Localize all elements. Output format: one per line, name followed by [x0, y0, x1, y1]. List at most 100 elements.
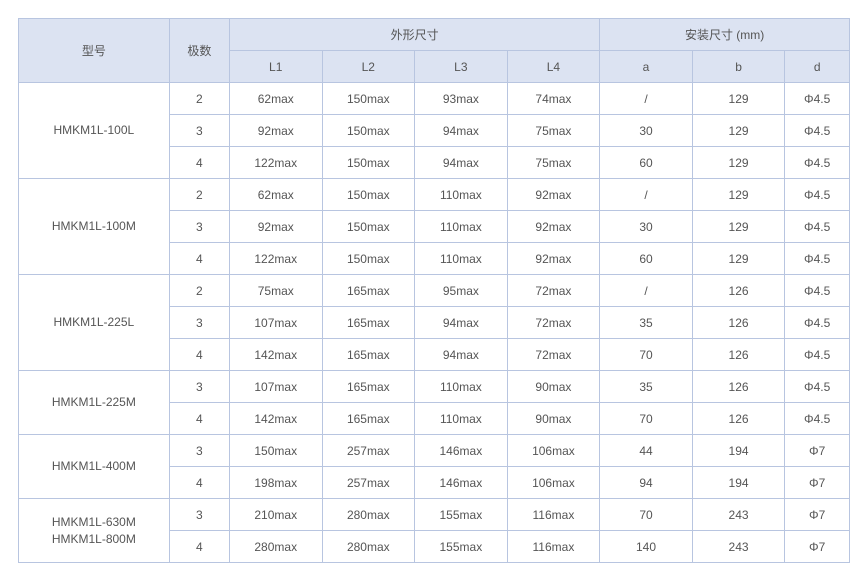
cell-L3: 93max	[415, 83, 508, 115]
cell-b: 126	[692, 403, 785, 435]
cell-L1: 122max	[229, 147, 322, 179]
cell-b: 129	[692, 211, 785, 243]
cell-L2: 150max	[322, 147, 415, 179]
cell-L3: 110max	[415, 211, 508, 243]
cell-L1: 92max	[229, 115, 322, 147]
model-cell: HMKM1L-225M	[19, 371, 170, 435]
cell-L1: 62max	[229, 179, 322, 211]
cell-L1: 107max	[229, 307, 322, 339]
cell-poles: 3	[169, 211, 229, 243]
col-L3: L3	[415, 51, 508, 83]
table-row: HMKM1L-630MHMKM1L-800M3210max280max155ma…	[19, 499, 850, 531]
spec-table: 型号 极数 外形尺寸 安装尺寸 (mm) L1 L2 L3 L4 a b d H…	[18, 18, 850, 563]
cell-L2: 280max	[322, 499, 415, 531]
cell-L1: 142max	[229, 339, 322, 371]
cell-L3: 94max	[415, 115, 508, 147]
col-model: 型号	[19, 19, 170, 83]
model-cell: HMKM1L-100L	[19, 83, 170, 179]
cell-a: 70	[600, 339, 693, 371]
model-cell: HMKM1L-630MHMKM1L-800M	[19, 499, 170, 563]
cell-L1: 122max	[229, 243, 322, 275]
cell-L4: 106max	[507, 435, 600, 467]
cell-L4: 74max	[507, 83, 600, 115]
cell-d: Φ4.5	[785, 243, 850, 275]
cell-L3: 110max	[415, 403, 508, 435]
cell-d: Φ7	[785, 467, 850, 499]
cell-L1: 75max	[229, 275, 322, 307]
cell-a: /	[600, 179, 693, 211]
cell-b: 129	[692, 147, 785, 179]
cell-L2: 280max	[322, 531, 415, 563]
cell-a: 60	[600, 147, 693, 179]
cell-d: Φ4.5	[785, 275, 850, 307]
cell-L3: 110max	[415, 179, 508, 211]
cell-b: 126	[692, 275, 785, 307]
cell-d: Φ4.5	[785, 403, 850, 435]
col-L1: L1	[229, 51, 322, 83]
cell-L4: 116max	[507, 531, 600, 563]
cell-poles: 4	[169, 339, 229, 371]
cell-b: 129	[692, 243, 785, 275]
cell-a: 30	[600, 211, 693, 243]
cell-L1: 198max	[229, 467, 322, 499]
cell-d: Φ4.5	[785, 339, 850, 371]
col-b: b	[692, 51, 785, 83]
cell-d: Φ4.5	[785, 179, 850, 211]
cell-b: 129	[692, 115, 785, 147]
cell-L4: 75max	[507, 147, 600, 179]
cell-L2: 150max	[322, 243, 415, 275]
table-body: HMKM1L-100L262max150max93max74max/129Φ4.…	[19, 83, 850, 563]
col-d: d	[785, 51, 850, 83]
cell-L3: 94max	[415, 147, 508, 179]
col-group-install: 安装尺寸 (mm)	[600, 19, 850, 51]
cell-L1: 150max	[229, 435, 322, 467]
cell-L3: 110max	[415, 371, 508, 403]
cell-b: 194	[692, 435, 785, 467]
cell-L4: 75max	[507, 115, 600, 147]
cell-L4: 92max	[507, 243, 600, 275]
cell-poles: 3	[169, 371, 229, 403]
cell-L1: 210max	[229, 499, 322, 531]
cell-poles: 4	[169, 403, 229, 435]
cell-b: 243	[692, 499, 785, 531]
cell-a: /	[600, 83, 693, 115]
cell-L3: 94max	[415, 339, 508, 371]
cell-d: Φ7	[785, 531, 850, 563]
cell-a: /	[600, 275, 693, 307]
cell-L1: 62max	[229, 83, 322, 115]
cell-d: Φ4.5	[785, 115, 850, 147]
cell-poles: 4	[169, 467, 229, 499]
cell-d: Φ7	[785, 435, 850, 467]
cell-L4: 72max	[507, 307, 600, 339]
cell-L2: 257max	[322, 435, 415, 467]
cell-poles: 3	[169, 307, 229, 339]
cell-L3: 155max	[415, 499, 508, 531]
cell-a: 35	[600, 371, 693, 403]
cell-b: 129	[692, 83, 785, 115]
cell-L2: 165max	[322, 307, 415, 339]
cell-L2: 150max	[322, 211, 415, 243]
cell-L2: 165max	[322, 275, 415, 307]
cell-d: Φ4.5	[785, 83, 850, 115]
cell-a: 44	[600, 435, 693, 467]
cell-a: 70	[600, 403, 693, 435]
cell-b: 126	[692, 307, 785, 339]
table-row: HMKM1L-225L275max165max95max72max/126Φ4.…	[19, 275, 850, 307]
model-cell: HMKM1L-100M	[19, 179, 170, 275]
cell-L3: 110max	[415, 243, 508, 275]
col-L4: L4	[507, 51, 600, 83]
cell-L4: 116max	[507, 499, 600, 531]
cell-b: 126	[692, 371, 785, 403]
table-row: HMKM1L-100M262max150max110max92max/129Φ4…	[19, 179, 850, 211]
cell-d: Φ4.5	[785, 211, 850, 243]
cell-L4: 90max	[507, 403, 600, 435]
cell-a: 35	[600, 307, 693, 339]
cell-poles: 4	[169, 243, 229, 275]
cell-L1: 107max	[229, 371, 322, 403]
model-cell: HMKM1L-225L	[19, 275, 170, 371]
cell-L4: 72max	[507, 339, 600, 371]
cell-a: 30	[600, 115, 693, 147]
cell-d: Φ4.5	[785, 371, 850, 403]
col-a: a	[600, 51, 693, 83]
cell-poles: 2	[169, 179, 229, 211]
